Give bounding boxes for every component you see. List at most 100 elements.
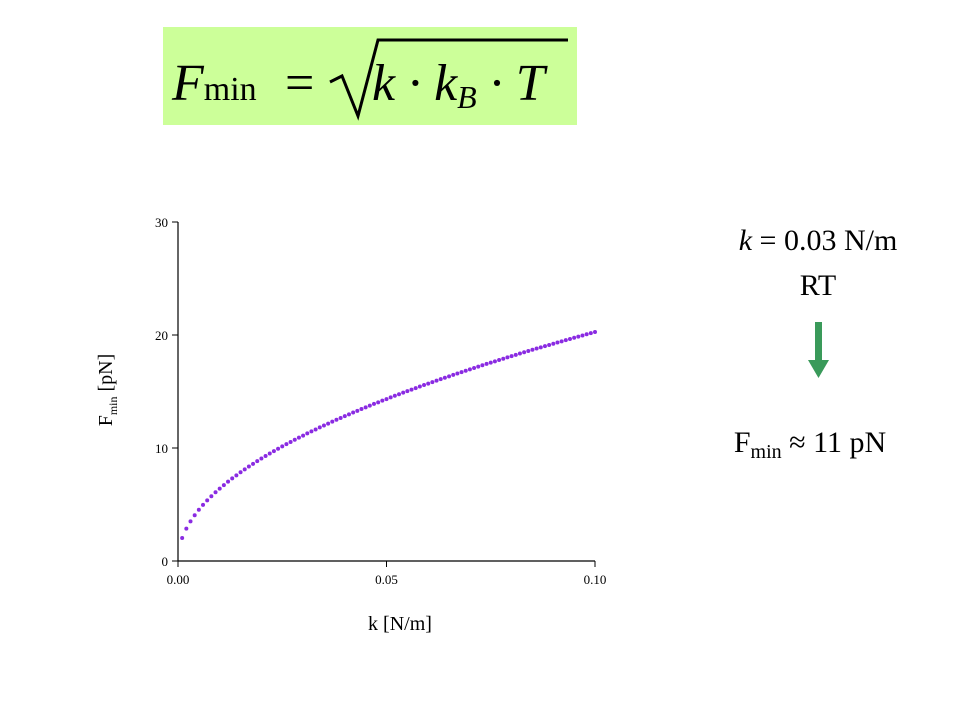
x-axis-label: k [N/m]	[368, 613, 432, 635]
data-point	[326, 421, 331, 426]
data-point	[451, 372, 456, 377]
data-point	[588, 331, 593, 336]
data-point	[401, 390, 406, 395]
data-point	[455, 371, 460, 376]
data-point	[563, 338, 568, 343]
data-point	[276, 446, 281, 451]
data-point	[488, 360, 493, 365]
data-point	[555, 340, 560, 345]
data-point	[192, 513, 197, 518]
data-point	[430, 380, 435, 385]
data-point	[296, 435, 301, 440]
data-point	[467, 367, 472, 372]
data-point	[271, 449, 276, 454]
data-point	[334, 417, 339, 422]
data-point	[180, 536, 185, 541]
ylabel-sub: min	[106, 396, 120, 415]
data-point	[309, 429, 314, 434]
data-point	[355, 408, 360, 413]
y-tick-label: 20	[155, 328, 168, 343]
formula-var: F	[171, 55, 205, 112]
data-point	[242, 467, 247, 472]
data-point	[209, 494, 214, 499]
data-point	[317, 425, 322, 430]
data-point	[480, 363, 485, 368]
data-point	[292, 437, 297, 442]
data-point	[463, 368, 468, 373]
data-point	[459, 370, 464, 375]
data-point	[280, 444, 285, 449]
data-point	[184, 526, 189, 531]
data-point	[359, 407, 364, 412]
radical-sign	[329, 38, 568, 121]
data-point	[230, 476, 235, 481]
y-tick-label: 30	[155, 215, 168, 230]
data-point	[501, 356, 506, 361]
result-rest: ≈ 11 pN	[782, 426, 887, 459]
data-point	[505, 355, 510, 360]
data-point	[259, 456, 264, 461]
result-var: F	[734, 426, 751, 459]
data-point	[513, 352, 518, 357]
data-point	[405, 389, 410, 394]
data-point	[251, 461, 256, 466]
data-point	[313, 427, 318, 432]
data-point	[438, 377, 443, 382]
ylabel-rest: [pN]	[95, 354, 117, 397]
data-point	[388, 395, 393, 400]
data-point	[517, 351, 522, 356]
data-point	[426, 381, 431, 386]
data-point	[434, 378, 439, 383]
data-point	[267, 451, 272, 456]
data-point	[238, 470, 243, 475]
data-point	[538, 345, 543, 350]
data-point	[422, 383, 427, 388]
data-point	[376, 400, 381, 405]
data-point	[301, 433, 306, 438]
plot: k [N/m] Fmin [pN]	[95, 354, 432, 635]
data-point	[338, 415, 343, 420]
radicand-rest: · T	[477, 55, 548, 112]
data-point	[534, 346, 539, 351]
data-point	[342, 414, 347, 419]
data-point	[392, 393, 397, 398]
data-point	[580, 333, 585, 338]
formula-sub: min	[204, 71, 257, 108]
y-tick-label: 10	[155, 441, 168, 456]
data-point	[576, 334, 581, 339]
data-point	[530, 347, 535, 352]
data-point	[221, 483, 226, 488]
data-point	[442, 375, 447, 380]
data-point	[472, 365, 477, 370]
data-point	[288, 440, 293, 445]
y-axis-label: Fmin [pN]	[95, 354, 120, 427]
data-point	[417, 384, 422, 389]
data-point	[593, 329, 597, 334]
data-point	[526, 349, 531, 354]
given-annotation: k = 0.03 N/m	[739, 224, 898, 257]
data-point	[522, 350, 527, 355]
data-point	[584, 332, 589, 337]
data-point	[559, 339, 564, 344]
data-point	[213, 490, 218, 495]
result-sub: min	[751, 441, 782, 463]
given-rest: = 0.03 N/m	[752, 224, 897, 257]
arrow-shaft	[815, 322, 822, 362]
data-point	[188, 519, 193, 524]
condition: RT	[800, 269, 837, 302]
data-point	[413, 386, 418, 391]
given-var: k	[739, 224, 753, 257]
data-point	[363, 405, 368, 410]
data-point	[246, 464, 251, 469]
data-point	[351, 410, 356, 415]
data-point	[476, 364, 481, 369]
radicand-main: k · k	[372, 55, 458, 112]
data-point	[367, 403, 372, 408]
data-point	[509, 354, 514, 359]
data-point	[217, 486, 222, 491]
formula-lhs: Fmin	[171, 55, 257, 112]
data-point	[196, 507, 201, 512]
data-point	[255, 459, 260, 464]
x-tick-label: 0.00	[167, 572, 190, 587]
